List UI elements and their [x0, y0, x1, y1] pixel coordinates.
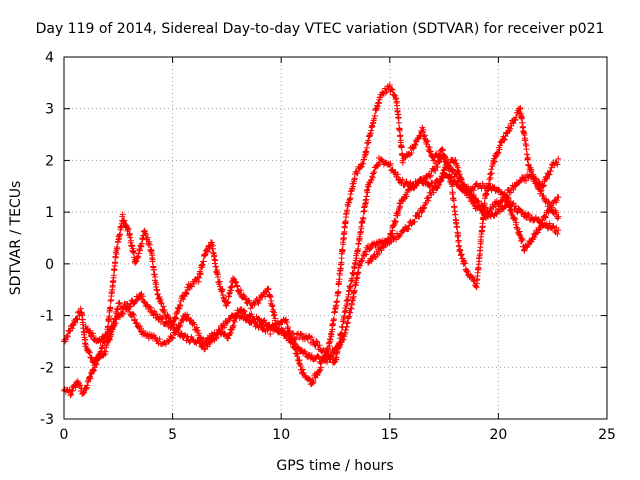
y-tick-label: -3: [40, 412, 54, 428]
series-markers: [365, 156, 562, 266]
y-axis-label: SDTVAR / TECUs: [8, 181, 24, 296]
y-tick-label: 2: [45, 153, 54, 169]
y-tick-label: 4: [45, 50, 54, 66]
plot-frame: [63, 56, 608, 420]
y-tick-label: -1: [40, 309, 54, 325]
y-tick-label: 1: [45, 205, 54, 221]
series-track-d: [365, 156, 562, 266]
tick-labels: 0 5 10 15 20 25 -3 -2 -1 0 1 2 3 4: [40, 50, 616, 443]
series-markers: [61, 82, 562, 399]
x-tick-label: 5: [168, 427, 177, 443]
x-axis-label: GPS time / hours: [276, 458, 393, 474]
x-tick-label: 10: [272, 427, 290, 443]
y-tick-label: 0: [45, 257, 54, 273]
x-tick-label: 25: [598, 427, 616, 443]
x-tick-label: 15: [381, 427, 399, 443]
y-tick-label: 3: [45, 102, 54, 118]
x-tick-label: 20: [489, 427, 507, 443]
y-tick-label: -2: [40, 360, 54, 376]
data-points: [61, 82, 562, 399]
chart-title: Day 119 of 2014, Sidereal Day-to-day VTE…: [36, 21, 605, 37]
series-track-b: [61, 82, 562, 399]
axis-ticks: [63, 56, 608, 420]
x-tick-label: 0: [60, 427, 69, 443]
